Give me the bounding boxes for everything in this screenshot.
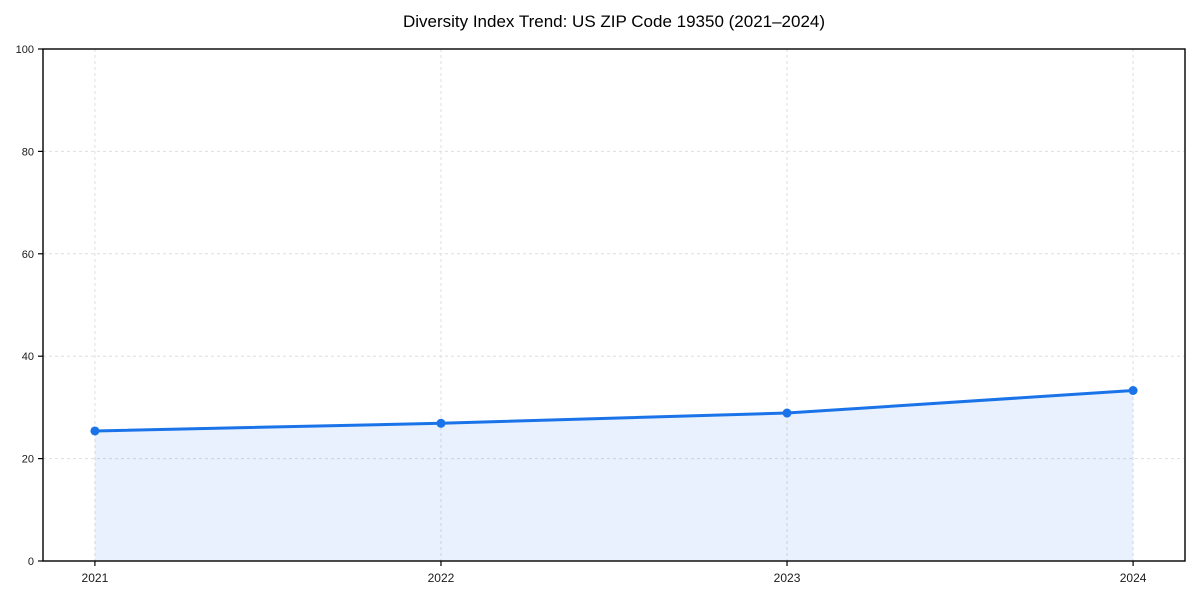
x-tick-label: 2023: [774, 571, 801, 585]
y-tick-label: 60: [22, 249, 34, 261]
y-tick-label: 100: [16, 44, 34, 56]
x-tick-label: 2021: [82, 571, 109, 585]
data-point-2024: [1128, 386, 1138, 396]
x-tick-label: 2022: [428, 571, 455, 585]
data-point-2022: [436, 418, 446, 428]
area-fill: [94, 390, 1134, 561]
plot-border: [42, 48, 1186, 562]
x-tick-label: 2024: [1120, 571, 1147, 585]
data-point-2023: [782, 408, 792, 418]
chart-title: Diversity Index Trend: US ZIP Code 19350…: [402, 12, 826, 31]
trend-line: [93, 389, 1135, 433]
y-tick-label: 20: [22, 454, 34, 466]
data-point-2021: [90, 426, 100, 436]
y-tick-label: 0: [28, 556, 34, 568]
y-tick-label: 80: [22, 146, 34, 158]
y-tick-label: 40: [22, 351, 34, 363]
